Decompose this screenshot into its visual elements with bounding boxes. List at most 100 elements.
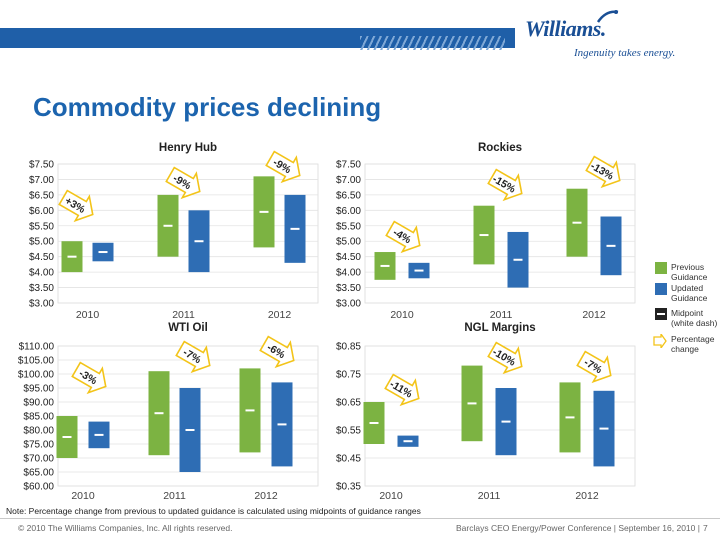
chart-title: NGL Margins xyxy=(464,322,535,334)
x-tick-label: 2011 xyxy=(490,309,513,321)
y-tick-label: $6.50 xyxy=(29,190,54,201)
footer-divider xyxy=(0,518,720,519)
x-tick-label: 2012 xyxy=(582,309,606,321)
callout-arrow-icon xyxy=(165,166,201,200)
y-tick-label: $5.50 xyxy=(336,221,361,232)
midpoint-dash xyxy=(259,210,269,213)
midpoint-dash xyxy=(403,440,413,443)
midpoint-dash xyxy=(513,258,523,261)
midpoint-dash xyxy=(599,427,609,430)
y-tick-label: $7.00 xyxy=(336,175,361,186)
change-callout: -11% xyxy=(384,373,420,407)
y-tick-label: $0.85 xyxy=(336,342,361,353)
legend-callout-arrow-icon xyxy=(653,334,667,348)
midpoint-dash xyxy=(94,433,104,436)
conference-text: Barclays CEO Energy/Power Conference | S… xyxy=(456,523,700,533)
logo: Williams. xyxy=(525,16,606,41)
midpoint-dash xyxy=(67,255,77,258)
y-tick-label: $4.50 xyxy=(336,252,361,263)
y-tick-label: $65.00 xyxy=(23,468,54,479)
y-tick-label: $4.00 xyxy=(336,268,361,279)
x-tick-label: 2012 xyxy=(254,490,278,502)
change-callout: -3% xyxy=(71,361,107,395)
change-callout: -10% xyxy=(487,341,523,375)
y-tick-label: $5.00 xyxy=(336,237,361,248)
x-tick-label: 2011 xyxy=(172,309,195,321)
midpoint-dash xyxy=(414,269,424,272)
midpoint-dash xyxy=(606,244,616,247)
page-number: 7 xyxy=(703,523,708,533)
y-tick-label: $85.00 xyxy=(23,412,54,423)
logo-swoosh-icon xyxy=(596,10,619,23)
y-tick-label: $7.00 xyxy=(29,175,54,186)
y-tick-label: $3.50 xyxy=(336,283,361,294)
legend-midpoint-label: Midpoint (white dash) xyxy=(671,308,718,328)
page-title: Commodity prices declining xyxy=(33,92,382,122)
callout-arrow-icon xyxy=(385,220,421,254)
logo-tagline: Ingenuity takes energy. xyxy=(574,47,676,59)
callout-arrow-icon xyxy=(175,340,211,374)
x-tick-label: 2010 xyxy=(76,309,100,321)
midpoint-dash xyxy=(185,429,195,431)
y-tick-label: $90.00 xyxy=(23,398,54,409)
y-tick-label: $5.00 xyxy=(29,237,54,248)
chart-henry-hub: $3.00 $3.50 $4.00 $4.50 $5.00 $5.50 $6.00 $6.50… xyxy=(29,142,319,321)
y-tick-label: $0.75 xyxy=(336,370,361,381)
legend-midpoint-icon xyxy=(655,308,667,320)
change-callout: -4% xyxy=(385,220,421,254)
midpoint-dash xyxy=(98,251,108,254)
change-callout: -6% xyxy=(259,335,295,369)
y-tick-label: $105.00 xyxy=(18,356,55,367)
callout-arrow-icon xyxy=(585,155,621,189)
legend-percentage: Percentage change xyxy=(653,334,714,354)
callout-arrow-icon xyxy=(265,150,301,184)
copyright-text: © 2010 The Williams Companies, Inc. All … xyxy=(18,523,233,533)
callout-arrow-icon xyxy=(487,168,523,202)
x-tick-label: 2011 xyxy=(163,490,186,502)
callout-arrow-icon xyxy=(487,341,523,375)
midpoint-dash xyxy=(163,224,173,227)
y-tick-label: $3.50 xyxy=(29,283,54,294)
y-tick-label: $80.00 xyxy=(23,426,54,437)
y-tick-label: $5.50 xyxy=(29,221,54,232)
midpoint-dash xyxy=(154,412,164,415)
midpoint-dash xyxy=(369,422,379,424)
callout-arrow-icon xyxy=(58,189,94,223)
y-tick-label: $4.50 xyxy=(29,252,54,263)
change-callout: -7% xyxy=(576,350,612,384)
midpoint-dash xyxy=(565,416,575,419)
legend-percentage-label: Percentage change xyxy=(671,334,715,354)
legend-updated-swatch xyxy=(655,283,667,295)
x-tick-label: 2010 xyxy=(379,490,403,502)
y-tick-label: $0.65 xyxy=(336,398,361,409)
footnote: Note: Percentage change from previous to… xyxy=(6,506,421,516)
y-tick-label: $6.00 xyxy=(29,206,54,217)
legend-midpoint: Midpoint (white dash) xyxy=(655,308,717,328)
x-tick-label: 2012 xyxy=(575,490,599,502)
callout-arrow-icon xyxy=(576,350,612,384)
y-tick-label: $70.00 xyxy=(23,454,54,465)
chart-title: WTI Oil xyxy=(168,322,208,334)
y-tick-label: $7.50 xyxy=(29,160,54,171)
logo-background xyxy=(515,6,720,68)
y-tick-label: $60.00 xyxy=(23,482,54,493)
chart-wti-oil: $60.00 $65.00 $70.00 $75.00 $80.00 $85.00 $90.… xyxy=(18,322,319,502)
midpoint-dash xyxy=(501,420,511,423)
x-tick-label: 2011 xyxy=(478,490,501,502)
change-callout: -15% xyxy=(487,168,523,202)
y-tick-label: $4.00 xyxy=(29,268,54,279)
legend-updated-label: Updated Guidance xyxy=(671,283,708,303)
change-callout: -7% xyxy=(175,340,211,374)
y-tick-label: $75.00 xyxy=(23,440,54,451)
legend-previous: Previous Guidance xyxy=(655,262,707,282)
change-callout: -9% xyxy=(265,150,301,184)
midpoint-dash xyxy=(277,423,287,426)
change-callout: -9% xyxy=(165,166,201,200)
y-tick-label: $6.00 xyxy=(336,206,361,217)
y-tick-label: $6.50 xyxy=(336,190,361,201)
chart-ngl-margins: $0.35 $0.45 $0.55 $0.65 $0.75 $0.85 NGL Margin… xyxy=(336,322,636,502)
chart-title: Henry Hub xyxy=(159,142,217,154)
y-tick-label: $0.35 xyxy=(336,482,361,493)
y-tick-label: $0.45 xyxy=(336,454,361,465)
y-tick-label: $110.00 xyxy=(19,342,55,353)
